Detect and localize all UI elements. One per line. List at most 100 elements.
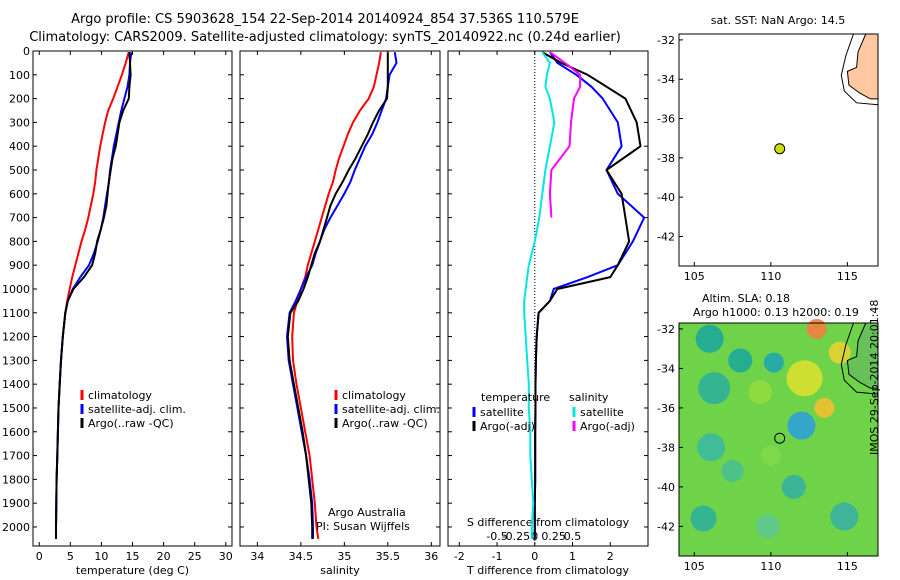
y-tick-label: 200 bbox=[9, 93, 30, 106]
x-tick-label: 110 bbox=[760, 270, 781, 283]
legend-title: temperature bbox=[481, 391, 550, 404]
y-tick-label: -42 bbox=[657, 231, 675, 244]
y-tick-label: 100 bbox=[9, 69, 30, 82]
series-line-satelliteadjclim bbox=[286, 52, 398, 539]
annotation-line: PI: Susan Wijffels bbox=[316, 520, 410, 533]
series-line-argorawqc bbox=[286, 52, 389, 539]
x-tick-label: 115 bbox=[837, 560, 858, 573]
y-tick-label: 500 bbox=[9, 164, 30, 177]
y-tick-label: 1800 bbox=[2, 473, 30, 486]
sla-eddy bbox=[814, 397, 835, 418]
sla-eddy bbox=[748, 380, 773, 405]
panel-frame bbox=[32, 50, 233, 547]
bathymetry-contour bbox=[840, 322, 879, 395]
sla-map-title-line2: Argo h1000: 0.13 h2000: 0.19 bbox=[693, 306, 859, 319]
annotation-line: Argo Australia bbox=[328, 506, 406, 519]
y-tick-label: -38 bbox=[657, 441, 675, 454]
y-tick-label: 1600 bbox=[2, 426, 30, 439]
series-line-argoadj bbox=[548, 51, 582, 218]
argo-position-marker bbox=[774, 432, 786, 444]
y-tick-label: 1700 bbox=[2, 450, 30, 463]
x-tick-label: 0 bbox=[531, 550, 538, 563]
x-tick-label: 35 bbox=[337, 550, 351, 563]
y-tick-label: 900 bbox=[9, 259, 30, 272]
x-axis-label: salinity bbox=[320, 564, 360, 577]
legend-entry: satellite bbox=[480, 406, 524, 419]
x-tick-label: 34.5 bbox=[289, 550, 314, 563]
legend-entry: satellite-adj. clim. bbox=[342, 403, 440, 416]
sla-eddy bbox=[698, 372, 731, 405]
x-tick-label: 105 bbox=[684, 560, 705, 573]
s-axis-label: S difference from climatology bbox=[467, 516, 630, 529]
sla-eddy bbox=[787, 411, 816, 440]
x-tick-label: 105 bbox=[684, 270, 705, 283]
sla-eddy bbox=[755, 514, 780, 539]
x-tick-label: 10 bbox=[94, 550, 108, 563]
y-tick-label: -32 bbox=[657, 34, 675, 47]
sla-eddy bbox=[806, 318, 827, 339]
x-tick-label: 35.5 bbox=[376, 550, 401, 563]
legend-entry: satellite-adj. clim. bbox=[88, 403, 186, 416]
legend-entry: climatology bbox=[88, 389, 152, 402]
y-tick-label: 2000 bbox=[2, 521, 30, 534]
panel-frame bbox=[239, 50, 441, 547]
x-tick-label: 34 bbox=[250, 550, 264, 563]
series-line-satelliteadjclim bbox=[55, 52, 133, 539]
sla-eddy bbox=[830, 502, 859, 531]
series-line-climatology bbox=[291, 52, 382, 540]
series-line-argoadj bbox=[533, 51, 642, 539]
y-tick-label: 800 bbox=[9, 235, 30, 248]
x-axis-label: temperature (deg C) bbox=[76, 564, 189, 577]
x-tick-label: 110 bbox=[760, 560, 781, 573]
x-tick-label: 20 bbox=[157, 550, 171, 563]
x-tick-label: 1 bbox=[569, 550, 576, 563]
y-tick-label: 300 bbox=[9, 116, 30, 129]
land bbox=[846, 33, 879, 100]
y-tick-label: 1000 bbox=[2, 283, 30, 296]
figure-title-line2: Climatology: CARS2009. Satellite-adjuste… bbox=[29, 30, 621, 45]
panel-frame bbox=[447, 50, 649, 547]
x-axis-label: T difference from climatology bbox=[466, 564, 629, 577]
y-tick-label: 1500 bbox=[2, 402, 30, 415]
series-line-satellite bbox=[533, 51, 646, 539]
legend-entry: climatology bbox=[342, 389, 406, 402]
y-tick-label: -36 bbox=[657, 402, 675, 415]
legend-entry: satellite bbox=[580, 406, 624, 419]
legend-entry: Argo(-adj) bbox=[480, 420, 535, 433]
legend-entry: Argo(..raw -QC) bbox=[88, 417, 174, 430]
x-tick-label: 5 bbox=[67, 550, 74, 563]
y-tick-label: -40 bbox=[657, 481, 675, 494]
y-tick-label: -40 bbox=[657, 191, 675, 204]
x-tick-label: 15 bbox=[126, 550, 140, 563]
s-tick-label: 0.5 bbox=[564, 530, 582, 543]
y-tick-label: 600 bbox=[9, 188, 30, 201]
bathymetry-contour bbox=[840, 33, 879, 106]
panel-sla-map: 105 110 115 -32 -34 -36 -38 -40 -42 bbox=[657, 318, 879, 573]
sla-side-label: IMOS 29-Sep-2014 20:01:48 bbox=[868, 299, 881, 455]
argo-position-marker bbox=[774, 143, 786, 155]
legend-entry: Argo(-adj) bbox=[580, 420, 635, 433]
x-tick-label: 2 bbox=[607, 550, 614, 563]
s-tick-label: -0.25 bbox=[502, 530, 530, 543]
panel-temperature: 0100200300400500600700800900100011001200… bbox=[2, 45, 233, 577]
sla-eddy bbox=[721, 460, 744, 483]
figure-title-line1: Argo profile: CS 5903628_154 22-Sep-2014… bbox=[71, 12, 579, 27]
y-tick-label: 1400 bbox=[2, 378, 30, 391]
series-line-argorawqc bbox=[55, 52, 132, 539]
series-line-satellite bbox=[523, 51, 556, 539]
y-tick-label: -34 bbox=[657, 362, 675, 375]
panel-difference: -2 -1 0 1 2T difference from climatology -0.5… bbox=[447, 50, 649, 577]
y-tick-label: 1200 bbox=[2, 331, 30, 344]
y-tick-label: 700 bbox=[9, 212, 30, 225]
panel-sst-map: 105 110 115 -32 -34 -36 -38 -40 -42 bbox=[657, 33, 879, 283]
sla-eddy bbox=[695, 324, 724, 353]
map-frame bbox=[678, 33, 879, 267]
sla-eddy bbox=[763, 352, 784, 373]
legend-entry: Argo(..raw -QC) bbox=[342, 417, 428, 430]
x-tick-label: 115 bbox=[837, 270, 858, 283]
x-tick-label: 0 bbox=[36, 550, 43, 563]
map-frame bbox=[678, 322, 879, 557]
sla-map-title-line1: Altim. SLA: 0.18 bbox=[702, 292, 790, 305]
x-tick-label: 30 bbox=[219, 550, 233, 563]
